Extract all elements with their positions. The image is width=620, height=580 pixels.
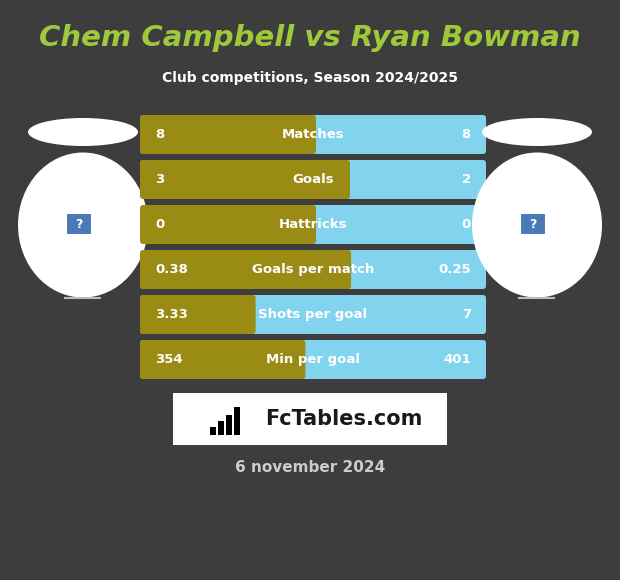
Text: 2: 2 <box>462 173 471 186</box>
Text: 6 november 2024: 6 november 2024 <box>235 461 385 476</box>
Bar <box>226 415 232 435</box>
Text: 0.38: 0.38 <box>155 263 188 276</box>
Ellipse shape <box>472 153 602 298</box>
Text: 8: 8 <box>155 128 164 141</box>
Text: 0: 0 <box>155 218 164 231</box>
Bar <box>210 427 216 435</box>
Text: 401: 401 <box>443 353 471 366</box>
FancyBboxPatch shape <box>140 205 316 244</box>
FancyBboxPatch shape <box>140 115 486 154</box>
Ellipse shape <box>28 118 138 146</box>
Text: Goals per match: Goals per match <box>252 263 374 276</box>
Text: Shots per goal: Shots per goal <box>259 308 368 321</box>
Text: 7: 7 <box>462 308 471 321</box>
Text: 354: 354 <box>155 353 183 366</box>
Text: Club competitions, Season 2024/2025: Club competitions, Season 2024/2025 <box>162 71 458 85</box>
FancyBboxPatch shape <box>140 340 486 379</box>
FancyBboxPatch shape <box>140 295 486 334</box>
Text: Min per goal: Min per goal <box>266 353 360 366</box>
FancyBboxPatch shape <box>140 115 316 154</box>
Text: FcTables.com: FcTables.com <box>265 409 422 429</box>
Bar <box>234 407 240 435</box>
Text: 0.25: 0.25 <box>438 263 471 276</box>
FancyBboxPatch shape <box>140 250 351 289</box>
Text: 0: 0 <box>462 218 471 231</box>
Bar <box>218 421 224 435</box>
Text: Goals: Goals <box>292 173 334 186</box>
Text: Matches: Matches <box>281 128 344 141</box>
Ellipse shape <box>18 153 148 298</box>
FancyBboxPatch shape <box>140 295 255 334</box>
Text: 8: 8 <box>462 128 471 141</box>
FancyBboxPatch shape <box>520 213 546 235</box>
FancyBboxPatch shape <box>140 250 486 289</box>
FancyBboxPatch shape <box>140 205 486 244</box>
Text: 3.33: 3.33 <box>155 308 188 321</box>
Text: ?: ? <box>529 218 537 230</box>
Ellipse shape <box>482 118 592 146</box>
FancyBboxPatch shape <box>173 393 447 445</box>
Text: 3: 3 <box>155 173 164 186</box>
FancyBboxPatch shape <box>140 160 350 199</box>
FancyBboxPatch shape <box>140 160 486 199</box>
Text: Chem Campbell vs Ryan Bowman: Chem Campbell vs Ryan Bowman <box>39 24 581 52</box>
FancyBboxPatch shape <box>140 340 306 379</box>
Text: Hattricks: Hattricks <box>279 218 347 231</box>
Text: ?: ? <box>75 218 82 230</box>
FancyBboxPatch shape <box>66 213 92 235</box>
